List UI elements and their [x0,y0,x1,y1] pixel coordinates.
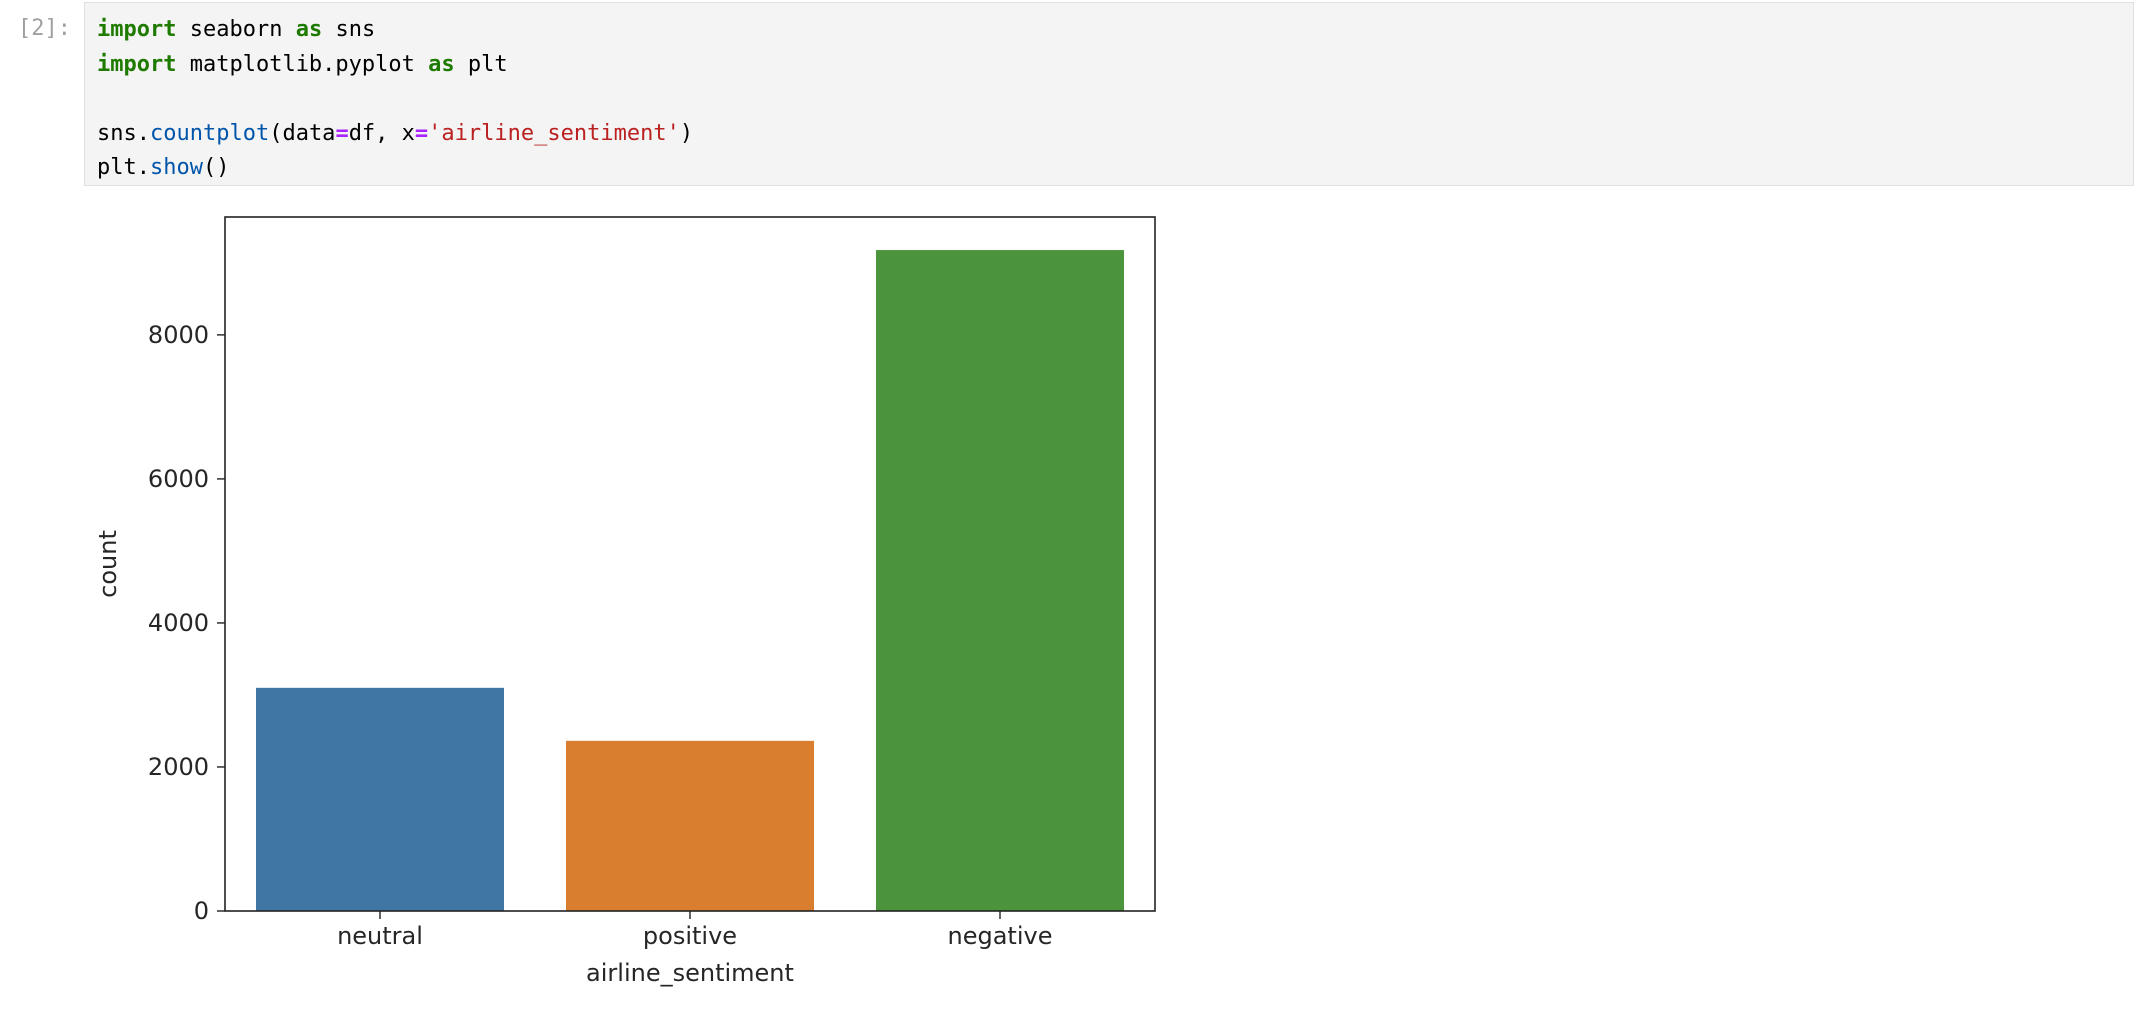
code-token: () [202,155,230,180]
code-token: as [428,51,455,77]
code-token: = [335,120,349,146]
code-token: import [97,17,177,42]
code-token: sns [322,17,376,42]
bar-negative [876,250,1124,912]
code-token: import [97,51,177,77]
code-token: sns. [97,120,150,146]
x-axis-label: airline_sentiment [586,959,794,987]
code-line: plt.show() [97,151,693,186]
y-tick-label: 8000 [148,321,209,349]
y-axis-label: count [94,530,122,598]
code-token: plt. [97,155,150,180]
code-token: plt [454,51,508,77]
code-token: = [414,120,429,146]
code-line [97,82,693,117]
code-token: seaborn [176,17,296,42]
x-tick-label: positive [643,922,737,950]
bar-neutral [256,687,504,911]
code-token: show [149,155,203,180]
x-tick-label: neutral [337,922,423,950]
code-token: countplot [149,120,270,146]
code-line: sns.countplot(data=df, x='airline_sentim… [97,117,693,152]
code-cell-editor[interactable]: import seaborn as sns import matplotlib.p… [84,2,2134,186]
code-token: df, x [348,120,415,146]
code-token: (data [269,120,336,146]
code-token: ) [679,120,694,146]
cell-output: 0 2000 4000 6000 8000 neutral positive negative… [84,196,1184,1006]
y-tick-label: 6000 [148,465,209,493]
code-text[interactable]: import seaborn as sns import matplotlib.p… [97,13,693,186]
code-line: import matplotlib.pyplot as plt [97,48,693,83]
bar-positive [566,740,814,911]
code-token: 'airline_sentiment' [428,120,680,146]
code-token: matplotlib.pyplot [176,51,429,77]
code-line: import seaborn as sns [97,13,693,48]
x-tick-label: negative [948,922,1053,950]
code-token: as [295,17,323,42]
y-tick-label: 0 [194,897,209,925]
cell-prompt: [2]: [18,16,71,41]
countplot-chart: 0 2000 4000 6000 8000 neutral positive negative… [94,216,1156,987]
y-tick-label: 2000 [148,753,209,781]
y-tick-label: 4000 [148,609,209,637]
